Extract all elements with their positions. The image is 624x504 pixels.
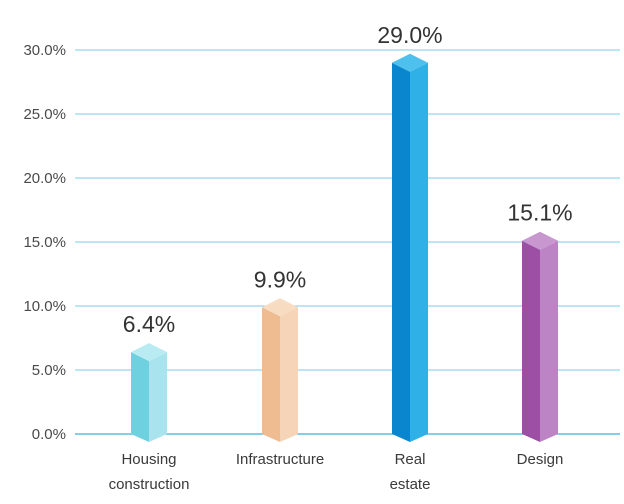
bar bbox=[131, 343, 167, 442]
value-label: 15.1% bbox=[507, 200, 572, 226]
value-label: 9.9% bbox=[254, 266, 306, 292]
bar-side-face bbox=[410, 62, 428, 443]
category-label: Housing construction bbox=[109, 451, 190, 493]
bars bbox=[131, 53, 558, 443]
value-label: 29.0% bbox=[377, 22, 442, 48]
bar-side-face bbox=[149, 352, 167, 442]
y-axis-tick-labels: 0.0% 5.0% 10.0% 15.0% 20.0% 25.0% 30.0% bbox=[23, 42, 66, 443]
x-axis-category-labels: Housing construction Infrastructure Real est… bbox=[109, 451, 564, 493]
y-tick-label: 25.0% bbox=[23, 106, 66, 123]
category-label: Design bbox=[517, 451, 564, 468]
bar bbox=[392, 53, 428, 443]
y-tick-label: 10.0% bbox=[23, 298, 66, 315]
y-tick-label: 15.0% bbox=[23, 234, 66, 251]
y-tick-label: 20.0% bbox=[23, 170, 66, 187]
bar-side-face bbox=[280, 307, 298, 442]
bar-top-cap bbox=[392, 53, 428, 72]
value-label: 6.4% bbox=[123, 311, 175, 337]
bar-front-face bbox=[131, 352, 149, 442]
bar-top-cap bbox=[522, 231, 558, 250]
bar-front-face bbox=[522, 240, 540, 442]
bar-front-face bbox=[392, 62, 410, 443]
y-tick-label: 5.0% bbox=[32, 362, 66, 379]
bar-side-face bbox=[540, 240, 558, 442]
y-tick-label: 30.0% bbox=[23, 42, 66, 59]
bar-top-cap bbox=[262, 298, 298, 317]
bar bbox=[262, 298, 298, 442]
bar-front-face bbox=[262, 307, 280, 442]
category-label: Real estate bbox=[390, 451, 431, 493]
category-label: Infrastructure bbox=[236, 451, 324, 468]
y-tick-label: 0.0% bbox=[32, 426, 66, 443]
bar bbox=[522, 231, 558, 442]
value-labels: 6.4% 9.9% 29.0% 15.1% bbox=[123, 22, 573, 337]
bar-top-cap bbox=[131, 343, 167, 362]
